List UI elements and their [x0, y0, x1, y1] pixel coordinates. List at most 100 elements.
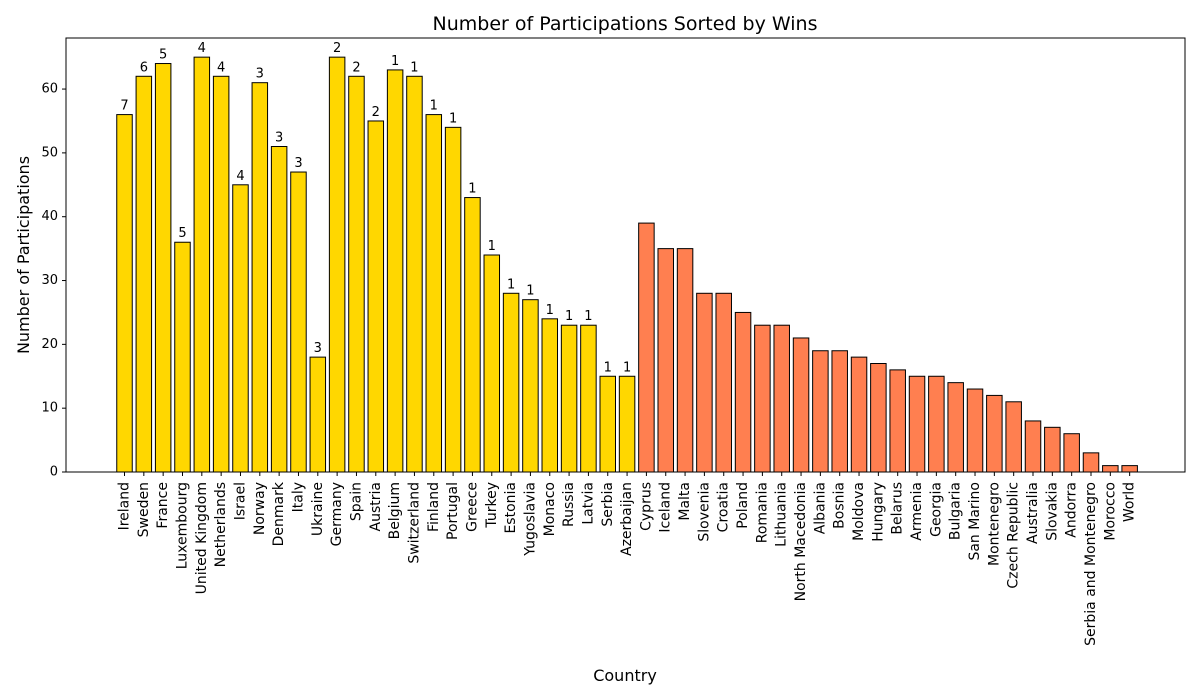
bar [715, 292, 732, 473]
bar [754, 324, 771, 473]
x-tick-label: Montenegro [986, 482, 1002, 566]
data-label: 5 [159, 48, 167, 63]
x-tick-label: Armenia [909, 482, 925, 541]
bar [464, 197, 481, 473]
bar [502, 292, 520, 473]
x-tick-label: Switzerland [406, 482, 422, 564]
bar [966, 388, 984, 473]
bar [367, 120, 385, 473]
x-tick-label: World [1122, 482, 1138, 522]
x-tick-label: Luxembourg [174, 482, 190, 569]
bar [116, 114, 133, 473]
x-tick-label: Cyprus [638, 482, 654, 531]
x-tick-label: Poland [735, 482, 751, 529]
x-tick-label: Ireland [117, 482, 133, 530]
bar [792, 337, 810, 473]
x-tick-label: Israel [232, 482, 248, 520]
bar [232, 184, 249, 473]
bar [657, 248, 674, 473]
x-tick-label: Belarus [890, 482, 906, 535]
data-label: 1 [565, 309, 573, 324]
bar [1082, 452, 1100, 473]
data-label: 2 [352, 60, 360, 75]
data-label: 1 [507, 277, 515, 292]
bar [580, 324, 597, 473]
bar [541, 318, 559, 473]
data-label: 1 [449, 111, 457, 126]
x-tick-label: Romania [754, 482, 770, 543]
bar [928, 375, 945, 473]
x-tick-label: Moldova [851, 482, 867, 541]
data-label: 2 [372, 105, 380, 120]
x-tick-label: Ukraine [310, 482, 326, 536]
x-tick-label: Slovakia [1044, 482, 1060, 541]
bar [696, 292, 713, 473]
data-label: 3 [256, 67, 264, 82]
x-axis-label: Country [593, 666, 657, 685]
x-tick-label: Croatia [716, 482, 732, 532]
x-tick-label: Czech Republic [1006, 482, 1022, 589]
x-tick-label: United Kingdom [194, 482, 210, 594]
x-tick-label: Austria [368, 482, 384, 531]
bar [174, 241, 191, 473]
x-tick-label: Azerbaijan [619, 482, 635, 556]
x-tick-label: Monaco [542, 482, 558, 536]
x-tick-label: Serbia [600, 482, 616, 527]
x-tick-label: Sweden [136, 482, 152, 537]
bar [676, 248, 694, 473]
bar [638, 222, 655, 473]
y-tick-label: 60 [41, 82, 58, 97]
bar [328, 56, 346, 473]
bar [270, 146, 288, 473]
bar [1102, 465, 1119, 473]
bar [193, 56, 211, 473]
data-label: 1 [468, 182, 476, 197]
data-label: 1 [546, 303, 554, 318]
bar [773, 324, 790, 473]
x-tick-label: North Macedonia [793, 482, 809, 601]
x-tick-label: Portugal [445, 482, 461, 540]
bar [908, 375, 926, 473]
data-label: 1 [604, 360, 612, 375]
x-tick-label: Bulgaria [948, 482, 964, 540]
x-tick-label: Belgium [387, 482, 403, 539]
y-axis-label: Number of Participations [14, 156, 33, 354]
bar [1005, 401, 1022, 473]
bar [154, 63, 172, 473]
bar [348, 75, 365, 473]
data-label: 5 [178, 226, 186, 241]
bar [406, 75, 423, 473]
x-tick-label: Morocco [1102, 482, 1118, 541]
bar [618, 375, 636, 473]
x-tick-label: Hungary [870, 482, 886, 542]
y-tick-label: 0 [50, 465, 58, 480]
bars-layer [116, 56, 1138, 473]
data-label: 6 [140, 60, 148, 75]
bar [386, 69, 404, 473]
bar [1063, 433, 1080, 473]
x-tick-label: Malta [677, 482, 693, 521]
data-label: 3 [294, 156, 302, 171]
bar [889, 369, 906, 473]
y-tick-label: 40 [41, 209, 58, 224]
y-tick-label: 10 [41, 401, 58, 416]
y-tick-label: 30 [41, 273, 58, 288]
x-tick-label: Russia [561, 482, 577, 527]
data-label: 2 [333, 41, 341, 56]
bar [560, 324, 578, 473]
data-label: 1 [584, 309, 592, 324]
x-tick-label: Albania [812, 482, 828, 534]
bar [850, 356, 868, 473]
data-label: 3 [314, 341, 322, 356]
bar [986, 394, 1003, 473]
bar [309, 356, 327, 473]
bar [831, 350, 848, 473]
x-tick-label: Norway [252, 482, 268, 535]
data-label: 4 [236, 169, 244, 184]
x-tick-label: France [155, 482, 171, 529]
y-tick-label: 50 [41, 145, 58, 160]
x-tick-label: Yugoslavia [522, 482, 538, 557]
data-label: 1 [430, 99, 438, 114]
